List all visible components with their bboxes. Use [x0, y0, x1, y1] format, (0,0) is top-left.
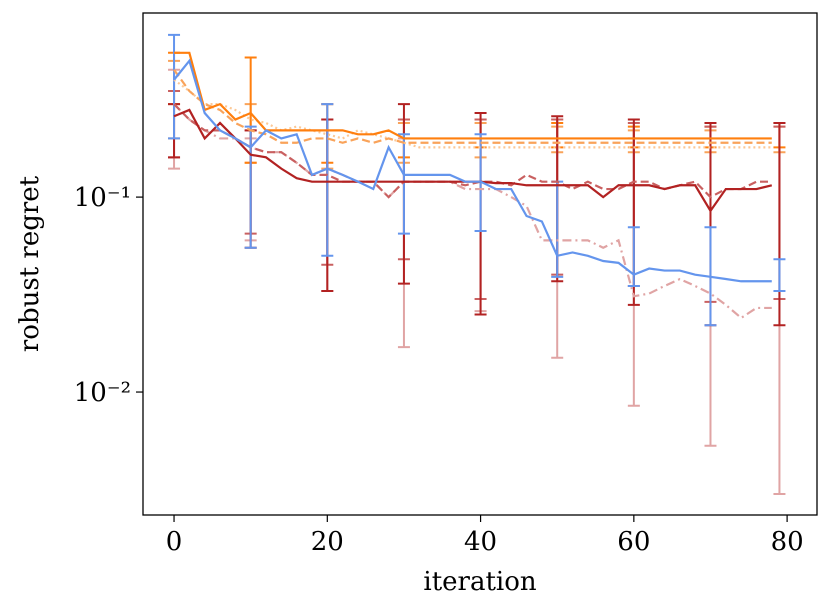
y-axis-label: robust regret [15, 175, 45, 352]
series-line [173, 103, 772, 320]
series-line [173, 108, 773, 213]
error-bar [773, 258, 786, 292]
x-tick-label: 20 [311, 527, 344, 557]
x-tick-label: 0 [166, 527, 183, 557]
error-bar [773, 121, 786, 327]
plot-frame [142, 12, 818, 516]
error-bar [168, 33, 181, 140]
series-line [173, 69, 772, 144]
series-line [173, 78, 772, 149]
x-tick-label: 60 [617, 527, 650, 557]
x-axis-label: iteration [423, 567, 536, 597]
x-tick-label: 80 [771, 527, 804, 557]
series-line [173, 103, 772, 199]
series-line [174, 51, 772, 140]
error-bar [397, 133, 410, 235]
series-line [173, 58, 772, 283]
y-tick-label: 10⁻² [74, 378, 131, 408]
error-bar [627, 226, 640, 287]
y-tick-label: 10⁻¹ [74, 183, 131, 213]
error-bar [551, 180, 564, 278]
error-bar [321, 103, 334, 257]
x-tick-label: 40 [464, 527, 497, 557]
